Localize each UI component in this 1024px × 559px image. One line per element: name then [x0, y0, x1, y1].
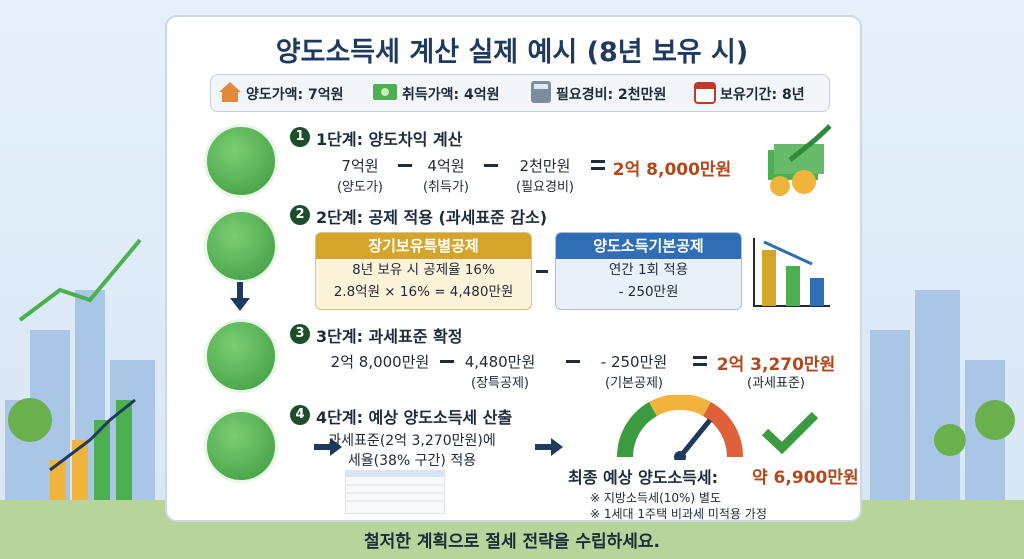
- step-icon: [204, 209, 278, 283]
- term-value: 4억원: [427, 157, 465, 175]
- equals: [693, 356, 707, 359]
- term-value: 7억원: [341, 157, 379, 175]
- term-note: (기본공제): [605, 376, 663, 391]
- step-number: 2: [290, 205, 310, 225]
- right-arrow: [314, 438, 342, 456]
- term-value: - 250만원: [600, 353, 668, 371]
- box-line: 8년 보유 시 공제율 16%: [352, 262, 495, 278]
- calendar-icon: [694, 82, 716, 104]
- deduction-box: 장기보유특별공제 8년 보유 시 공제율 16% 2.8억원 × 16% = 4…: [315, 232, 532, 310]
- footer: 철저한 계획으로 절세 전략을 수립하세요.: [363, 532, 661, 552]
- box-line: 연간 1회 적용: [608, 262, 689, 278]
- step-line: 세율(38% 구간) 적용: [347, 453, 477, 469]
- term-note: (장특공제): [471, 376, 529, 391]
- step-title: 4단계: 예상 양도소득세 산출: [316, 408, 513, 427]
- box-line: 2.8억원 × 16% = 4,480만원: [333, 284, 514, 300]
- term-value: 2천만원: [519, 157, 571, 175]
- step-result: 2억 3,270만원: [716, 355, 836, 375]
- step-result: 2억 8,000만원: [612, 160, 732, 180]
- minus: [398, 164, 412, 167]
- rate-table: [345, 470, 445, 514]
- step-title: 2단계: 공제 적용 (과세표준 감소): [316, 208, 548, 227]
- minus: [440, 360, 454, 363]
- term-note: (양도가): [336, 180, 384, 195]
- step-title: 1단계: 양도차익 계산: [316, 130, 463, 149]
- step-line: 과세표준(2억 3,270만원)에: [328, 433, 496, 449]
- equals: [591, 160, 605, 163]
- equals: [591, 167, 605, 170]
- info-item: 보유기간: 8년: [720, 87, 805, 103]
- step-number: 4: [290, 405, 310, 425]
- step-icon: [204, 319, 278, 393]
- info-item: 취득가액: 4억원: [402, 87, 500, 103]
- gauge-icon: [616, 395, 744, 460]
- info-item: 필요경비: 2천만원: [556, 87, 667, 103]
- note: ※ 1세대 1주택 비과세 미적용 가정: [590, 507, 767, 521]
- term-note: (취득가): [422, 180, 470, 195]
- final-value: 약 6,900만원: [752, 468, 859, 488]
- check-icon: [761, 411, 819, 455]
- final-label: 최종 예상 양도소득세:: [568, 468, 719, 487]
- term-note: (필요경비): [516, 180, 574, 195]
- minus: [566, 360, 580, 363]
- step-number: 1: [290, 127, 310, 147]
- equals: [693, 363, 707, 366]
- minus: [484, 164, 498, 167]
- calculator-icon: [531, 81, 551, 103]
- box-header: 장기보유특별공제: [316, 233, 531, 259]
- growth-chart-left: [18, 238, 142, 500]
- step-icon: [204, 124, 278, 198]
- info-item: 양도가액: 7억원: [246, 87, 344, 103]
- house-icon: [219, 82, 241, 102]
- deduction-box: 양도소득기본공제 연간 1회 적용 - 250만원: [555, 232, 742, 310]
- trees: [8, 398, 1015, 456]
- box-line: - 250만원: [618, 284, 679, 300]
- step-number: 3: [290, 324, 310, 344]
- title: 양도소득세 계산 실제 예시 (8년 보유 시): [275, 37, 749, 68]
- money-icon: [768, 124, 832, 196]
- step-icon: [204, 409, 278, 483]
- step-title: 3단계: 과세표준 확정: [316, 327, 463, 346]
- down-arrow: [230, 282, 250, 311]
- result-note: (과세표준): [747, 376, 805, 391]
- right-arrow: [535, 438, 563, 456]
- info-bar: [210, 74, 830, 112]
- minus: [536, 270, 548, 273]
- note: ※ 지방소득세(10%) 별도: [590, 491, 721, 505]
- cash-icon: [373, 84, 397, 100]
- term-value: 4,480만원: [464, 353, 536, 371]
- term-value: 2억 8,000만원: [330, 353, 430, 371]
- box-header: 양도소득기본공제: [556, 233, 741, 259]
- decline-chart-icon: [753, 238, 830, 307]
